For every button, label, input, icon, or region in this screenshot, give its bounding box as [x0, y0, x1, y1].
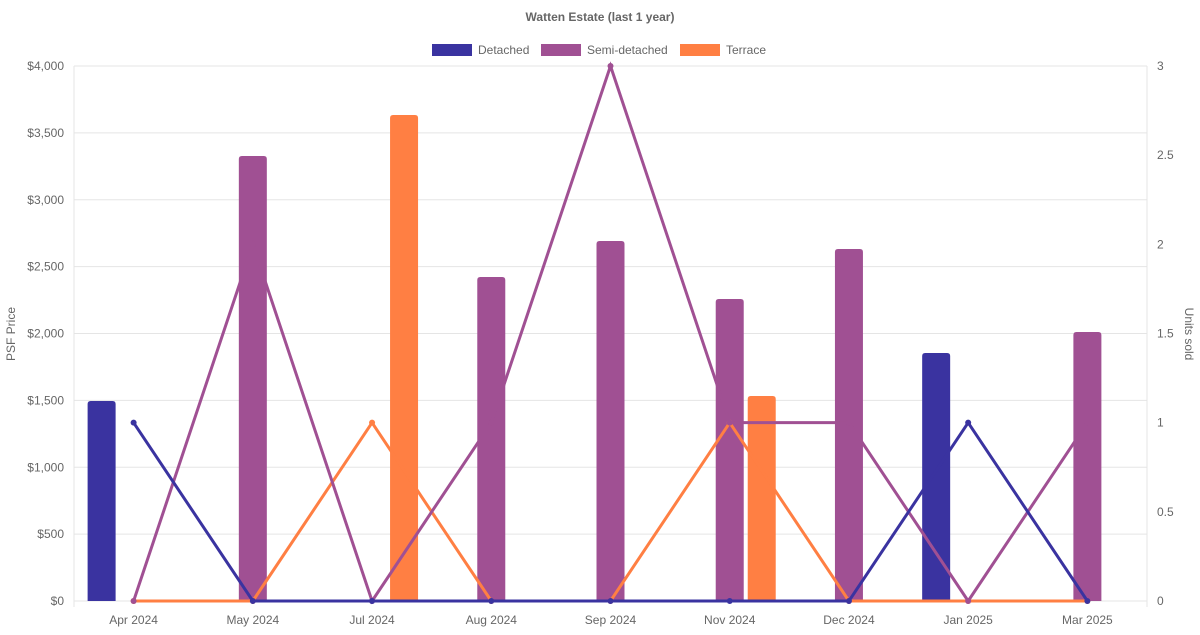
- bar-detached: [87, 401, 116, 601]
- chart-title: Watten Estate (last 1 year): [526, 10, 675, 24]
- point-semi-detached: [726, 419, 733, 426]
- y-tick-label: $1,500: [27, 393, 64, 407]
- legend-label: Semi-detached: [587, 43, 668, 57]
- y-tick-label: $500: [37, 527, 64, 541]
- point-semi-detached: [965, 598, 972, 604]
- bar-semi-detached: [596, 240, 625, 601]
- bar-terrace: [747, 395, 776, 601]
- point-semi-detached: [607, 63, 614, 69]
- bar-terrace: [390, 114, 419, 601]
- y2-tick-label: 2.5: [1157, 148, 1174, 162]
- y2-axis-label: Units sold: [1182, 308, 1196, 361]
- point-detached: [726, 598, 733, 604]
- y2-tick-label: 3: [1157, 59, 1164, 73]
- x-tick-label: Apr 2024: [109, 613, 158, 627]
- y-tick-label: $2,000: [27, 327, 64, 341]
- point-semi-detached: [845, 419, 852, 426]
- point-semi-detached: [1084, 419, 1091, 426]
- x-tick-label: Aug 2024: [466, 613, 518, 627]
- bars: [87, 114, 1102, 602]
- legend-swatch: [541, 44, 581, 56]
- y2-tick-label: 1: [1157, 416, 1164, 430]
- y-tick-label: $1,000: [27, 460, 64, 474]
- legend: Detached Semi-detached Terrace: [432, 43, 766, 57]
- legend-label: Terrace: [726, 43, 766, 57]
- y2-tick-label: 0: [1157, 594, 1164, 608]
- y-axis-label: PSF Price: [4, 307, 18, 361]
- point-detached: [845, 598, 852, 604]
- y-tick-label: $2,500: [27, 260, 64, 274]
- x-tick-label: Mar 2025: [1062, 613, 1113, 627]
- lines: [130, 61, 1091, 605]
- legend-swatch: [680, 44, 720, 56]
- x-tick-label: May 2024: [226, 613, 279, 627]
- x-tick-label: Sep 2024: [585, 613, 637, 627]
- point-detached: [965, 419, 972, 426]
- legend-label: Detached: [478, 43, 529, 57]
- point-detached: [488, 598, 495, 604]
- y-tick-label: $3,000: [27, 193, 64, 207]
- point-semi-detached: [488, 419, 495, 426]
- legend-swatch: [432, 44, 472, 56]
- point-semi-detached: [130, 598, 137, 604]
- point-detached: [249, 598, 256, 604]
- y-tick-label: $0: [51, 594, 65, 608]
- y-tick-label: $4,000: [27, 59, 64, 73]
- x-tick-label: Dec 2024: [823, 613, 875, 627]
- point-detached: [369, 598, 376, 604]
- bar-semi-detached: [238, 156, 267, 602]
- point-detached: [1084, 598, 1091, 604]
- x-tick-label: Jul 2024: [349, 613, 395, 627]
- point-terrace: [369, 419, 376, 426]
- x-tick-label: Nov 2024: [704, 613, 756, 627]
- y-tick-label: $3,500: [27, 126, 64, 140]
- point-semi-detached: [249, 241, 256, 248]
- axes: $0 $500 $1,000 $1,500 $2,000 $2,500 $3,000 $3,5…: [27, 59, 1174, 627]
- point-detached: [607, 598, 614, 604]
- bar-semi-detached: [477, 277, 506, 601]
- y2-tick-label: 0.5: [1157, 505, 1174, 519]
- bar-semi-detached: [1073, 332, 1102, 601]
- y2-tick-label: 2: [1157, 237, 1164, 251]
- point-detached: [130, 419, 137, 426]
- bar-detached: [922, 353, 951, 601]
- bar-semi-detached: [715, 298, 744, 601]
- x-tick-label: Jan 2025: [943, 613, 993, 627]
- y2-tick-label: 1.5: [1157, 327, 1174, 341]
